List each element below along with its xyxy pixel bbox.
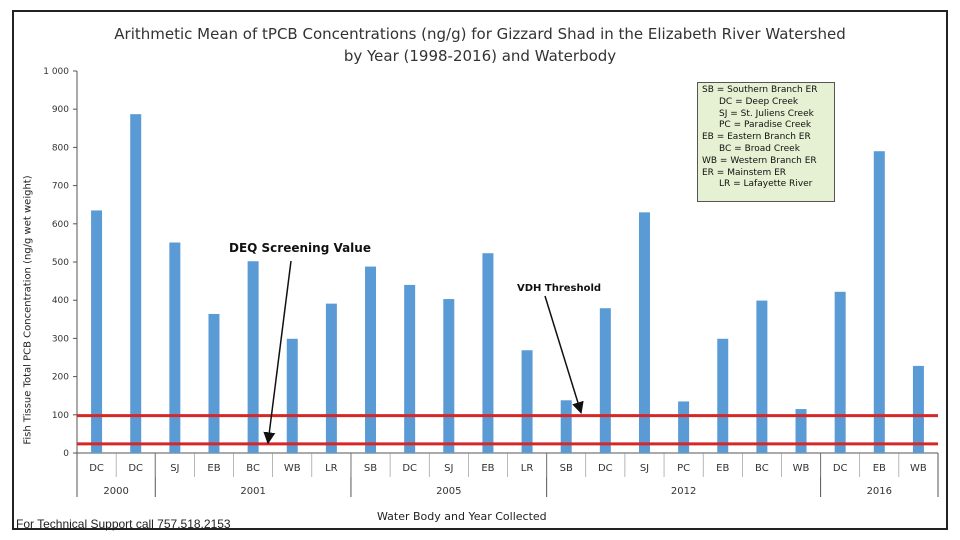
- y-tick-label: 500: [52, 258, 69, 268]
- chart-title: Arithmetic Mean of tPCB Concentrations (…: [114, 25, 846, 43]
- bar-11: [521, 350, 533, 453]
- x-category-label: DC: [598, 463, 613, 474]
- chart-subtitle: by Year (1998-2016) and Waterbody: [343, 47, 617, 65]
- x-year-label: 2000: [103, 486, 128, 497]
- bar-2: [169, 242, 181, 453]
- y-tick-label: 200: [52, 373, 69, 383]
- bar-7: [365, 266, 377, 453]
- bar-4: [247, 261, 259, 453]
- x-category-label: SJ: [170, 463, 179, 474]
- y-tick-label: 100: [52, 411, 69, 421]
- bar-20: [873, 151, 885, 453]
- bar-9: [443, 299, 455, 453]
- x-category-label: DC: [89, 463, 104, 474]
- legend-entry: BC = Broad Creek: [719, 143, 800, 154]
- vdh-arrow: [544, 295, 584, 414]
- x-category-label: WB: [910, 463, 927, 474]
- bar-17: [756, 300, 768, 453]
- bar-18: [795, 409, 807, 453]
- y-tick-label: 800: [52, 143, 69, 153]
- bar-0: [91, 210, 103, 453]
- x-axis-label: Water Body and Year Collected: [377, 510, 547, 523]
- legend-entry: WB = Western Branch ER: [702, 155, 817, 166]
- x-category-label: LR: [521, 463, 534, 474]
- bar-16: [717, 338, 729, 453]
- legend-entry: SB = Southern Branch ER: [702, 85, 818, 95]
- bar-15: [678, 401, 690, 453]
- x-year-label: 2001: [240, 486, 265, 497]
- bar-3: [208, 313, 220, 453]
- y-tick-label: 400: [52, 296, 69, 306]
- x-category-label: BC: [755, 463, 769, 474]
- bar-1: [130, 114, 142, 453]
- x-category-label: BC: [246, 463, 260, 474]
- bar-21: [912, 365, 924, 453]
- bar-14: [638, 212, 650, 453]
- deq-arrow: [263, 260, 292, 445]
- x-category-label: WB: [284, 463, 301, 474]
- y-tick-label: 300: [52, 334, 69, 344]
- x-category-label: SJ: [444, 463, 453, 474]
- x-category-label: EB: [481, 463, 494, 474]
- x-category-label: EB: [873, 463, 886, 474]
- x-category-label: DC: [128, 463, 143, 474]
- bar-12: [560, 400, 572, 453]
- x-year-label: 2012: [671, 486, 696, 497]
- x-category-label: EB: [207, 463, 220, 474]
- y-axis-label: Fish Tissue Total PCB Concentration (ng/…: [22, 175, 34, 445]
- bar-19: [834, 291, 846, 453]
- legend-entry: DC = Deep Creek: [719, 96, 799, 107]
- x-year-label: 2005: [436, 486, 461, 497]
- legend-entries: SB = Southern Branch ER DC = Deep Creek SJ…: [702, 85, 830, 191]
- x-category-label: SB: [560, 463, 573, 474]
- bar-13: [599, 308, 611, 453]
- bar-8: [404, 284, 416, 453]
- bar-10: [482, 253, 494, 453]
- x-category-label: DC: [402, 463, 417, 474]
- x-category-label: PC: [677, 463, 690, 474]
- y-tick-label: 1 000: [43, 67, 69, 77]
- legend-entry: EB = Eastern Branch ER: [702, 132, 811, 143]
- x-category-label: LR: [325, 463, 338, 474]
- technical-support-text: For Technical Support call 757.518.2153: [16, 517, 231, 531]
- y-tick-label: 0: [63, 449, 69, 459]
- x-year-label: 2016: [867, 486, 892, 497]
- legend-entry: PC = Paradise Creek: [719, 120, 812, 131]
- bar-5: [286, 338, 298, 453]
- x-category-label: EB: [716, 463, 729, 474]
- bar-6: [325, 303, 337, 453]
- legend: SB = Southern Branch ER DC = Deep Creek SJ…: [697, 82, 835, 202]
- x-category-label: WB: [793, 463, 810, 474]
- x-category-label: SB: [364, 463, 377, 474]
- vdh-threshold-label: VDH Threshold: [517, 283, 602, 294]
- legend-entry: ER = Mainstem ER: [702, 167, 787, 178]
- legend-entry: SJ = St. Juliens Creek: [719, 108, 814, 119]
- deq-screening-label: DEQ Screening Value: [229, 241, 371, 255]
- x-category-label: SJ: [640, 463, 649, 474]
- y-tick-label: 900: [52, 105, 69, 115]
- legend-entry: LR = Lafayette River: [719, 179, 813, 190]
- y-tick-label: 600: [52, 220, 69, 230]
- x-category-label: DC: [833, 463, 848, 474]
- y-tick-label: 700: [52, 182, 69, 192]
